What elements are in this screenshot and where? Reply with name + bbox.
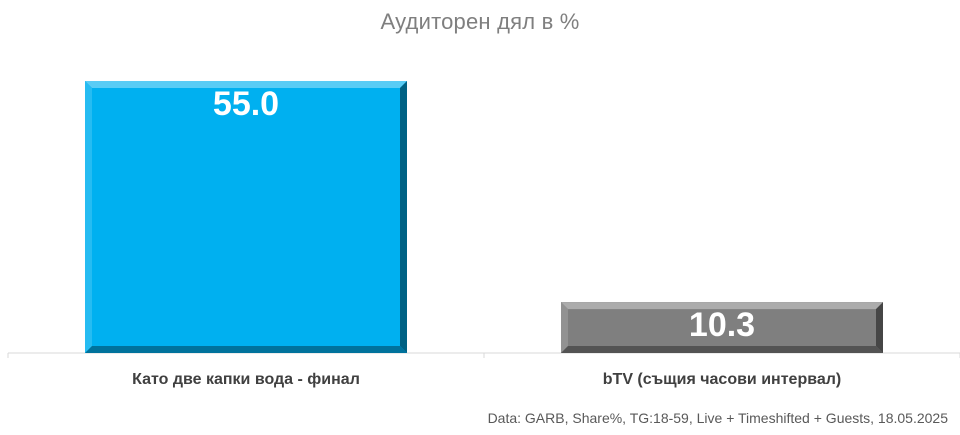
data-label: 55.0 xyxy=(213,85,279,123)
category-label: bTV (същия часови интервал) xyxy=(603,371,841,388)
bar-2 xyxy=(561,302,883,353)
chart-title: Аудиторен дял в % xyxy=(380,9,580,34)
bar-bevel-bottom xyxy=(561,346,883,353)
bar-bevel-bottom xyxy=(85,346,407,353)
bar-bevel-top xyxy=(85,81,407,89)
bar-body xyxy=(85,81,407,354)
bar-bevel-right xyxy=(400,81,407,354)
data-source-note: Data: GARB, Share%, TG:18-59, Live + Tim… xyxy=(487,410,948,426)
category-label: Като две капки вода - финал xyxy=(132,371,360,388)
bar-1 xyxy=(85,81,407,354)
bar-bevel-top xyxy=(561,302,883,310)
data-label: 10.3 xyxy=(689,306,755,344)
bar-bevel-left xyxy=(85,81,92,354)
bar-bevel-left xyxy=(561,302,568,353)
bar-bevel-right xyxy=(876,302,883,353)
bar-body xyxy=(561,302,883,353)
